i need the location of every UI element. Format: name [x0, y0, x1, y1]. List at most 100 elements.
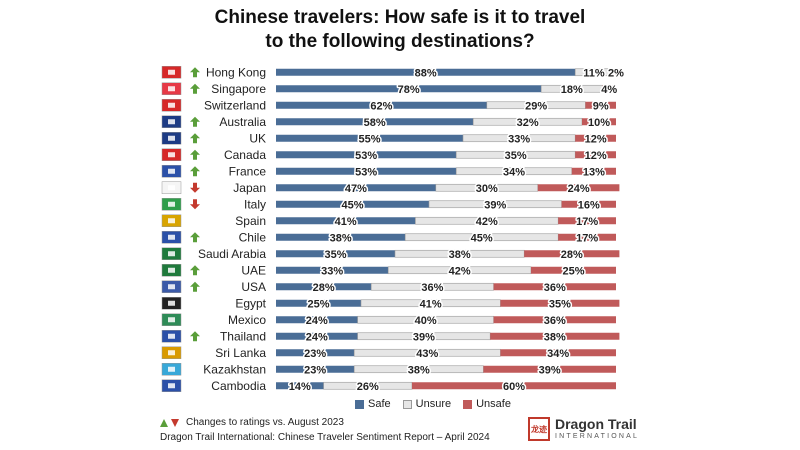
country-label-thailand: Thailand [220, 329, 266, 343]
bar-safe-australia [276, 118, 474, 126]
data-label-unsure-kazakhstan: 38% [408, 364, 430, 376]
legend-item-safe: Safe [355, 398, 391, 410]
flag-italy-icon [161, 198, 182, 211]
arrow-up-icon [190, 83, 200, 94]
flag-egypt-icon [161, 297, 182, 310]
bar-unsafe-canada [575, 151, 616, 159]
arrow-up-icon [190, 265, 200, 276]
data-label-unsure-switzerland: 29% [525, 100, 547, 112]
legend-swatch-unsure [402, 399, 412, 409]
bar-unsafe-france [571, 167, 616, 175]
data-label-unsure-france: 34% [503, 166, 525, 178]
legend-item-unsure: Unsure [402, 398, 451, 410]
bar-safe-sri-lanka [276, 349, 355, 357]
flag-singapore-icon [161, 82, 182, 95]
bar-unsafe-cambodia [412, 382, 616, 390]
logo-name: Dragon Trail [555, 416, 637, 432]
data-label-unsure-sri-lanka: 43% [416, 348, 438, 360]
data-label-unsafe-sri-lanka: 34% [547, 348, 569, 360]
data-label-unsafe-uk: 12% [585, 133, 607, 145]
bar-safe-chile [276, 233, 406, 241]
data-label-safe-chile: 38% [330, 232, 352, 244]
data-label-unsure-uk: 33% [508, 133, 530, 145]
flag-france-icon [161, 165, 182, 178]
bar-unsafe-saudi-arabia [524, 250, 620, 258]
arrow-up-icon [190, 67, 200, 78]
data-label-safe-japan: 47% [345, 183, 367, 195]
data-label-unsafe-canada: 12% [585, 150, 607, 162]
data-label-safe-thailand: 24% [306, 331, 328, 343]
legend-label-safe: Safe [368, 398, 391, 410]
chart-title: Chinese travelers: How safe is it to tra… [0, 6, 800, 54]
data-label-safe-hong-kong: 88% [415, 67, 437, 79]
country-label-mexico: Mexico [228, 313, 266, 327]
data-label-unsafe-singapore: 4% [601, 84, 617, 96]
bar-safe-canada [276, 151, 457, 159]
data-label-unsafe-saudi-arabia: 28% [561, 249, 583, 261]
logo-seal-icon: 龙迹 [528, 417, 550, 441]
data-label-unsure-thailand: 39% [413, 331, 435, 343]
arrow-up-icon [190, 281, 200, 292]
data-label-unsafe-uae: 25% [562, 265, 584, 277]
bar-unsafe-uae [531, 266, 616, 274]
data-label-unsure-saudi-arabia: 38% [449, 249, 471, 261]
data-label-safe-france: 53% [355, 166, 377, 178]
data-label-safe-uae: 33% [321, 265, 343, 277]
flag-mexico-icon [161, 313, 182, 326]
chart-title-line-1: Chinese travelers: How safe is it to tra… [214, 7, 586, 28]
country-label-italy: Italy [244, 197, 266, 211]
country-label-saudi-arabia: Saudi Arabia [198, 247, 266, 261]
data-label-unsure-chile: 45% [471, 232, 493, 244]
data-label-unsure-uae: 42% [449, 265, 471, 277]
bar-unsure-switzerland [486, 101, 586, 110]
bar-safe-saudi-arabia [276, 250, 395, 258]
data-label-safe-italy: 45% [341, 199, 363, 211]
data-label-unsafe-thailand: 38% [544, 331, 566, 343]
arrow-up-icon [190, 232, 200, 243]
bar-safe-hong-kong [276, 68, 576, 76]
bar-safe-uae [276, 266, 389, 274]
bar-unsafe-uk [575, 134, 616, 142]
data-label-unsure-hong-kong: 11% [583, 67, 605, 79]
data-label-safe-spain: 41% [335, 216, 357, 228]
data-label-unsafe-australia: 10% [588, 117, 610, 129]
bar-unsafe-thailand [490, 332, 620, 340]
data-label-unsure-egypt: 41% [420, 298, 442, 310]
data-label-unsafe-cambodia: 60% [503, 381, 525, 393]
bar-safe-mexico [276, 316, 358, 324]
data-label-unsafe-italy: 16% [578, 199, 600, 211]
data-label-safe-egypt: 25% [307, 298, 329, 310]
country-label-canada: Canada [224, 148, 266, 162]
country-label-sri-lanka: Sri Lanka [215, 346, 266, 360]
dragon-trail-logo: 龙迹 Dragon Trail INTERNATIONAL [528, 417, 639, 441]
data-label-safe-saudi-arabia: 35% [324, 249, 346, 261]
arrow-down-icon [190, 182, 200, 193]
flag-canada-icon [161, 148, 182, 161]
data-label-unsafe-spain: 17% [576, 216, 598, 228]
country-label-australia: Australia [219, 115, 266, 129]
flag-usa-icon [161, 280, 182, 293]
flag-saudi-arabia-icon [161, 247, 182, 260]
data-label-unsure-cambodia: 26% [357, 381, 379, 393]
data-label-safe-uk: 55% [358, 133, 380, 145]
data-label-unsure-italy: 39% [484, 199, 506, 211]
flag-uk-icon [161, 132, 182, 145]
country-label-singapore: Singapore [211, 82, 266, 96]
flag-sri-lanka-icon [161, 346, 182, 359]
data-label-unsure-canada: 35% [505, 150, 527, 162]
bar-safe-spain [276, 217, 416, 225]
data-label-unsafe-egypt: 35% [549, 298, 571, 310]
footnote-text: Changes to ratings vs. August 2023 [186, 417, 344, 428]
data-label-unsafe-hong-kong: 2% [608, 67, 624, 79]
arrow-up-icon [190, 331, 200, 342]
bar-safe-japan [276, 184, 436, 192]
data-label-safe-australia: 58% [364, 117, 386, 129]
data-label-safe-kazakhstan: 23% [304, 364, 326, 376]
country-label-uae: UAE [241, 263, 266, 277]
bar-unsafe-hong-kong [612, 68, 620, 76]
bar-safe-cambodia [276, 382, 324, 390]
country-label-japan: Japan [233, 181, 266, 195]
arrow-up-icon [190, 116, 200, 127]
country-label-cambodia: Cambodia [211, 379, 266, 393]
data-label-safe-switzerland: 62% [370, 100, 392, 112]
